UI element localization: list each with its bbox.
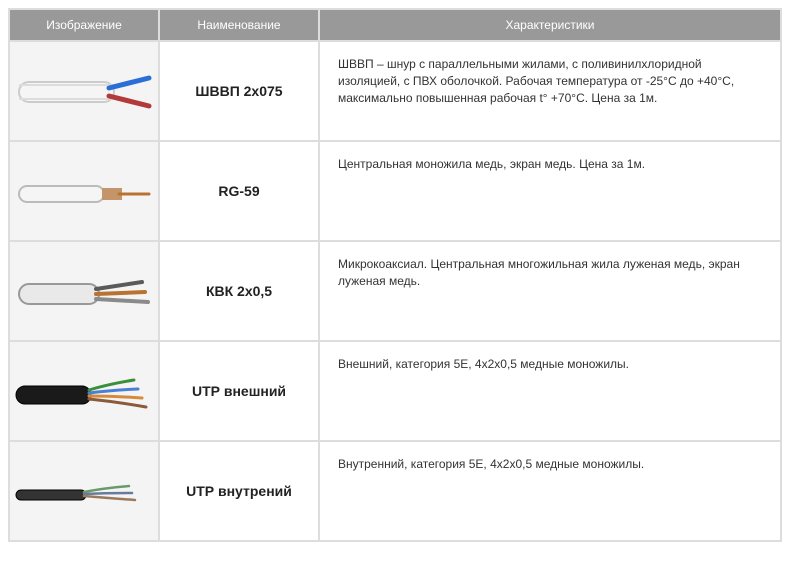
cable-description: Микрокоаксиал. Центральная многожильная … [319,241,781,341]
cable-image-cell [9,441,159,541]
cable-table: Изображение Наименование Характеристики … [8,8,782,542]
cable-name: ШВВП 2х075 [159,41,319,141]
table-row: КВК 2х0,5Микрокоаксиал. Центральная мног… [9,241,781,341]
cable-description: Внешний, категория 5Е, 4х2х0,5 медные мо… [319,341,781,441]
cable-image-cell [9,41,159,141]
table-row: ШВВП 2х075ШВВП – шнур с параллельными жи… [9,41,781,141]
cable-name: UТР внешний [159,341,319,441]
cable-description: Центральная моножила медь, экран медь. Ц… [319,141,781,241]
cable-image-cell [9,141,159,241]
cable-name: RG-59 [159,141,319,241]
cable-description: Внутренний, категория 5Е, 4х2х0,5 медные… [319,441,781,541]
col-header-desc: Характеристики [319,9,781,41]
table-row: UТР внутренийВнутренний, категория 5Е, 4… [9,441,781,541]
cable-name: UТР внутрений [159,441,319,541]
cable-image-cell [9,241,159,341]
table-row: UТР внешнийВнешний, категория 5Е, 4х2х0,… [9,341,781,441]
cable-image-cell [9,341,159,441]
table-row: RG-59Центральная моножила медь, экран ме… [9,141,781,241]
col-header-image: Изображение [9,9,159,41]
cable-name: КВК 2х0,5 [159,241,319,341]
cable-description: ШВВП – шнур с параллельными жилами, с по… [319,41,781,141]
col-header-name: Наименование [159,9,319,41]
